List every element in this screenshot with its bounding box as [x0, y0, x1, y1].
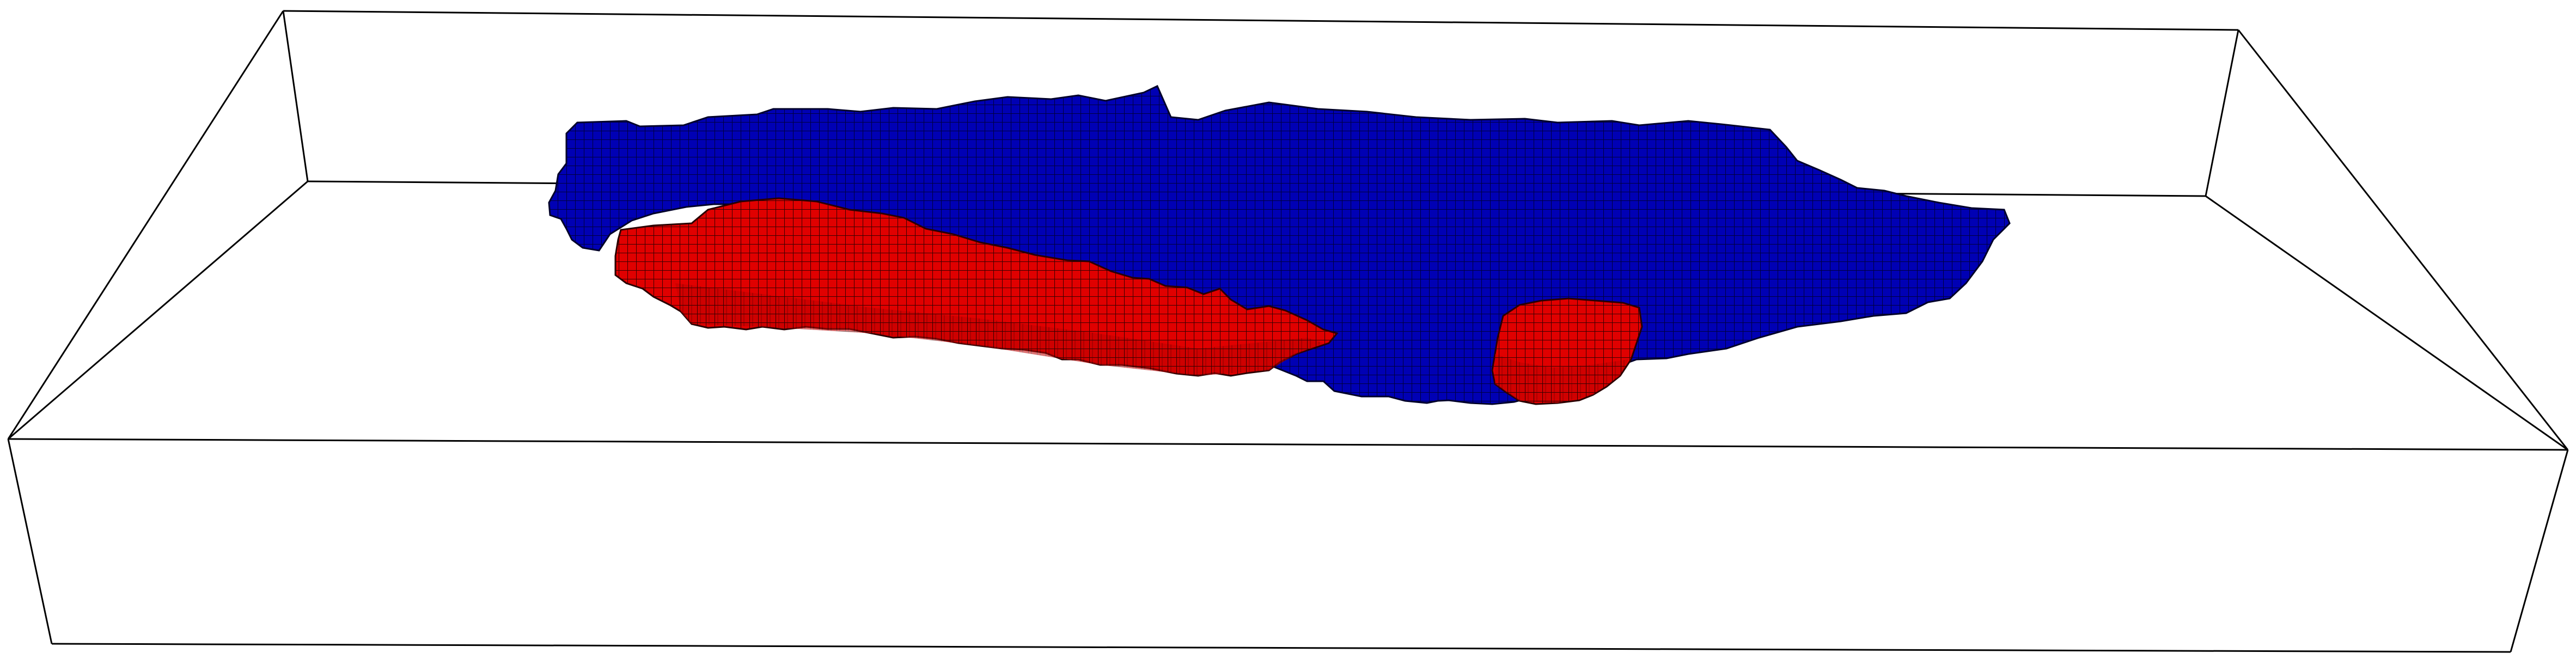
voxel-region-red-large: [614, 197, 1339, 377]
voxel-region-red-large-side: [675, 283, 1323, 376]
bounding-box-front: [7, 10, 2569, 653]
voxel-region-red-small-side: [1495, 354, 1628, 403]
